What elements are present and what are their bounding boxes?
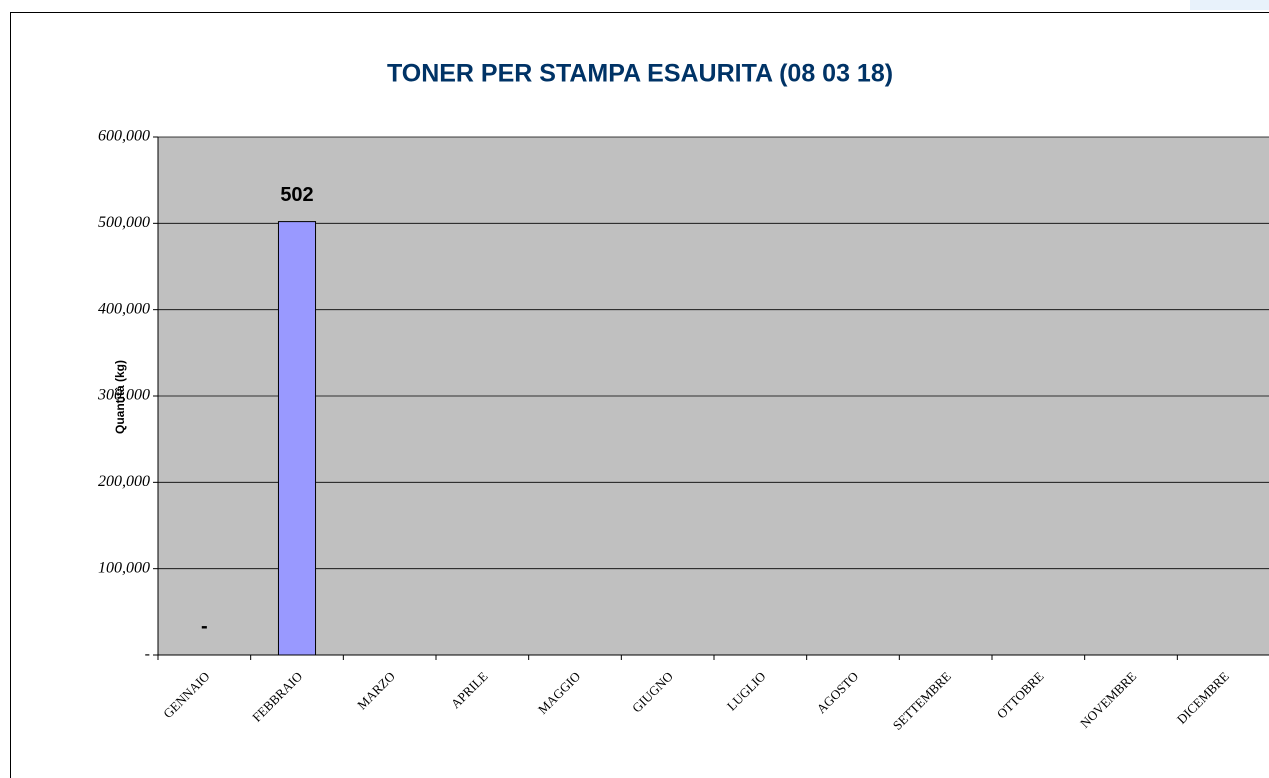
data-label: - (201, 615, 208, 637)
y-tick-label: 200,000 (98, 473, 150, 490)
y-axis-label: Quantità (kg) (113, 360, 127, 434)
data-label: 502 (280, 184, 313, 206)
y-tick-label: 100,000 (98, 559, 150, 576)
chart-title: TONER PER STAMPA ESAURITA (08 03 18) (387, 60, 893, 88)
corner-highlight (1190, 0, 1269, 10)
y-tick-label: 600,000 (98, 128, 150, 145)
bar (277, 221, 317, 656)
y-tick-label: 300,000 (97, 387, 150, 404)
y-tick-label: 400,000 (98, 300, 150, 317)
y-tick-label: - (145, 646, 150, 663)
y-tick-label: 500,000 (98, 214, 150, 231)
